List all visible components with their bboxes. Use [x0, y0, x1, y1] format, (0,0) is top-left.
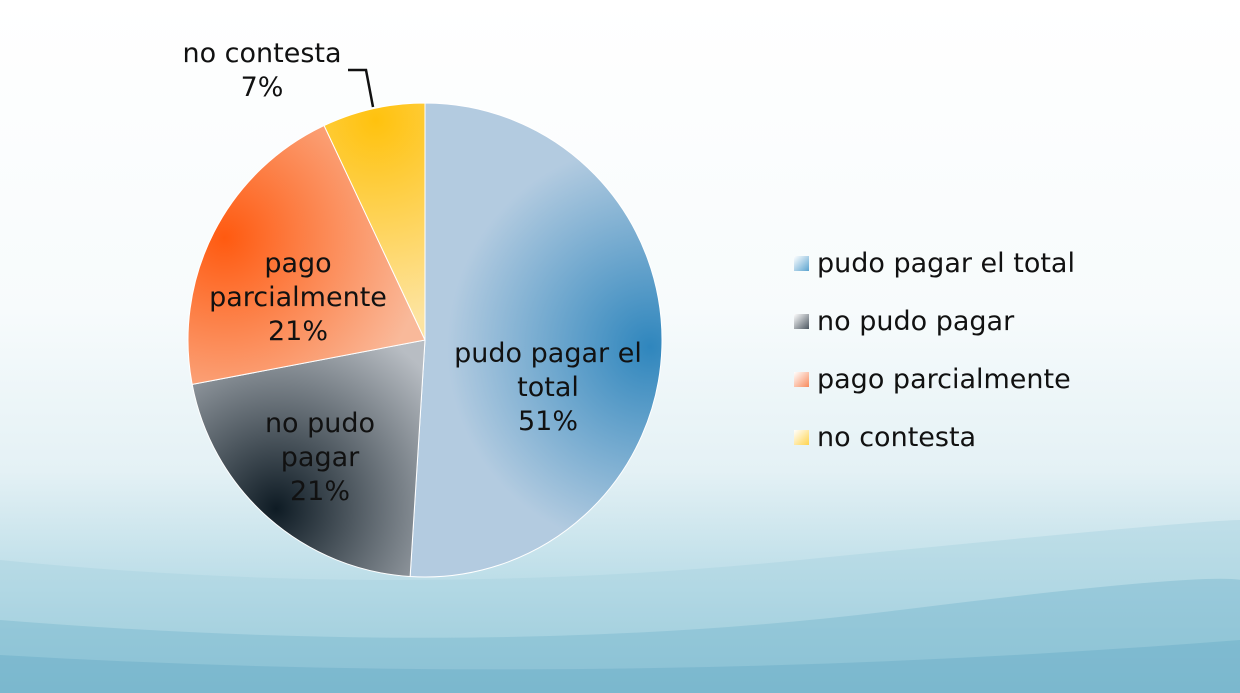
data-label-pago-parcialmente: pago parcialmente 21% — [209, 248, 387, 347]
legend-item: no pudo pagar — [794, 292, 1075, 350]
legend-label: pudo pagar el total — [817, 247, 1075, 279]
legend-item: pago parcialmente — [794, 350, 1075, 408]
legend-swatch — [794, 429, 809, 445]
legend-item: no contesta — [794, 408, 1075, 466]
pie-slice-no-contesta — [323, 102, 426, 341]
legend-swatch — [794, 371, 809, 387]
legend-item: pudo pagar el total — [794, 234, 1075, 292]
legend-swatch — [794, 313, 809, 329]
legend-label: no pudo pagar — [817, 305, 1015, 337]
data-label-pudo-pagar-el-total: pudo pagar el total 51% — [454, 338, 642, 437]
legend: pudo pagar el total no pudo pagar pago p… — [794, 234, 1075, 466]
data-label-no-contesta: no contesta 7% — [182, 38, 341, 103]
legend-label: no contesta — [817, 421, 977, 453]
pie-slice-pudo-pagar-el-total — [409, 102, 663, 578]
legend-swatch — [794, 255, 809, 271]
data-label-no-pudo-pagar: no pudo pagar 21% — [265, 408, 375, 507]
legend-label: pago parcialmente — [817, 363, 1071, 395]
pie-slice-no-pudo-pagar — [191, 339, 426, 578]
leader-line-no-contesta — [348, 68, 375, 108]
pie-slice-pago-parcialmente — [187, 124, 426, 385]
